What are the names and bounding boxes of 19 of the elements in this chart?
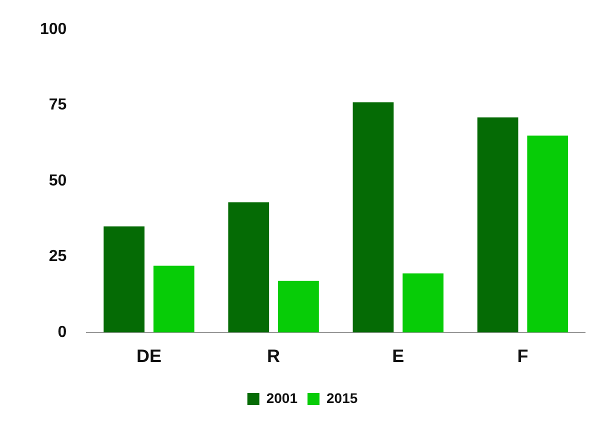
y-tick-label: 75 (48, 96, 67, 114)
legend-label: 2001 (266, 390, 298, 406)
y-tick-label: 25 (48, 248, 67, 266)
bar (228, 202, 270, 332)
bar (153, 266, 194, 332)
bar (352, 102, 394, 332)
y-tick-label: 100 (40, 21, 67, 38)
x-tick-label: DE (136, 346, 162, 366)
bar (527, 136, 568, 332)
x-tick-label: E (392, 346, 404, 366)
x-tick-label: R (267, 346, 280, 366)
x-tick-label: F (517, 346, 528, 366)
y-tick-label: 50 (48, 172, 67, 190)
bar (477, 117, 518, 332)
legend-label: 2015 (326, 390, 358, 406)
bar (278, 280, 319, 332)
y-tick-label: 0 (58, 324, 67, 341)
bar (104, 226, 144, 332)
bar (402, 273, 444, 332)
